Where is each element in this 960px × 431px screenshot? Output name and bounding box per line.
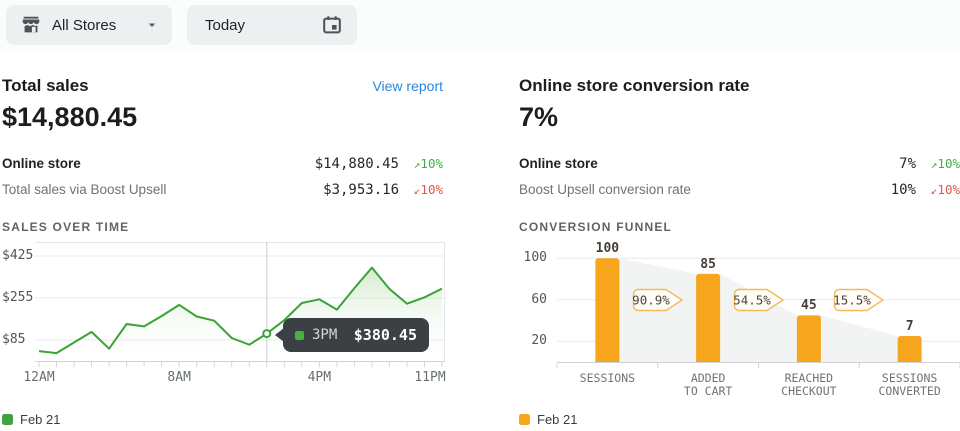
metric-row-online-store: Online store $14,880.45 ↗10% <box>2 156 443 172</box>
metric-value: $14,880.45 <box>314 156 399 172</box>
bar-value-label: 100 <box>595 241 620 257</box>
conversion-rate-tag: 15.5% <box>833 288 885 311</box>
metric-change: ↗10% <box>930 156 960 171</box>
conversion-rate-panel: Online store conversion rate 7% Online s… <box>519 72 960 431</box>
conversion-rate-title: Online store conversion rate <box>519 76 750 95</box>
metric-row-online-store-rate: Online store 7% ↗10% <box>519 156 960 172</box>
metric-change: ↙10% <box>930 182 960 197</box>
x-axis-label: 12AM <box>23 370 55 385</box>
series-swatch <box>295 330 304 340</box>
tooltip-value: $380.45 <box>353 326 417 344</box>
y-axis-label: 100 <box>523 250 547 266</box>
bar-value-label: 7 <box>905 319 914 334</box>
y-axis-label: $85 <box>2 332 26 347</box>
x-axis-label: 8AM <box>167 370 191 385</box>
metric-row-boost-upsell: Total sales via Boost Upsell $3,953.16 ↙… <box>2 182 443 198</box>
metric-row-boost-upsell-rate: Boost Upsell conversion rate 10% ↙10% <box>519 182 960 198</box>
svg-text:54.5%: 54.5% <box>733 292 771 307</box>
metric-change: ↗10% <box>413 156 443 171</box>
view-report-link[interactable]: View report <box>372 78 443 94</box>
legend-swatch-orange <box>519 414 530 425</box>
legend-label: Feb 21 <box>20 412 61 427</box>
sales-legend: Feb 21 <box>2 412 60 427</box>
funnel-bar[interactable] <box>696 273 721 362</box>
x-axis-category-label: SESSIONS <box>579 371 636 385</box>
metric-value: $3,953.16 <box>323 182 399 198</box>
svg-text:15.5%: 15.5% <box>833 292 871 307</box>
metric-label: Online store <box>2 156 81 171</box>
y-axis-label: 60 <box>531 291 547 307</box>
chart-tooltip: 3PM $380.45 <box>283 318 429 352</box>
conversion-funnel-heading: CONVERSION FUNNEL <box>519 220 673 234</box>
calendar-icon <box>323 16 341 34</box>
conversion-rate-big-value: 7% <box>519 102 559 132</box>
funnel-bar[interactable] <box>796 315 821 362</box>
store-selector-label: All Stores <box>52 16 117 34</box>
conversion-rate-tag: 54.5% <box>733 288 784 311</box>
metric-label: Online store <box>519 156 598 171</box>
sales-over-time-heading: SALES OVER TIME <box>2 220 130 234</box>
total-sales-panel: Total sales View report $14,880.45 Onlin… <box>2 72 446 431</box>
topbar: All Stores Today <box>0 0 960 50</box>
x-axis-label: 11PM <box>414 370 446 385</box>
y-axis-label: $255 <box>2 290 34 305</box>
svg-text:90.9%: 90.9% <box>632 292 670 307</box>
metric-change: ↙10% <box>413 182 443 197</box>
date-selector-button[interactable]: Today <box>187 5 357 45</box>
total-sales-title: Total sales <box>2 76 89 95</box>
sales-over-time-chart[interactable]: 3PM $380.45 $85 $255 $425 12AM 8AM 4PM 11PM <box>2 242 446 404</box>
legend-label: Feb 21 <box>537 412 578 427</box>
funnel-chart-svg <box>556 257 960 368</box>
metric-label: Boost Upsell conversion rate <box>519 182 691 197</box>
store-selector-button[interactable]: All Stores <box>6 5 172 45</box>
trend-down-icon: ↙ <box>930 184 938 197</box>
bar-value-label: 85 <box>700 256 716 272</box>
trend-down-icon: ↙ <box>413 184 421 197</box>
metric-label: Total sales via Boost Upsell <box>2 182 167 197</box>
legend-swatch-green <box>2 414 13 425</box>
funnel-legend: Feb 21 <box>519 412 577 427</box>
tooltip-time: 3PM <box>312 327 338 343</box>
y-axis-label: $425 <box>2 248 34 264</box>
hover-point-marker <box>262 329 272 339</box>
conversion-funnel-chart[interactable]: 90.9% 54.5% 15.5% 100 85 45 7 20 60 100 SESSIONS AD… <box>519 241 960 404</box>
funnel-bar[interactable] <box>595 258 620 362</box>
trend-up-icon: ↗ <box>930 158 938 171</box>
store-icon <box>22 16 40 33</box>
y-axis-label: 20 <box>531 333 547 349</box>
metric-value: 7% <box>899 156 916 172</box>
chevron-down-icon <box>148 23 156 27</box>
funnel-bar[interactable] <box>897 336 922 362</box>
bar-value-label: 45 <box>801 298 817 314</box>
x-axis-category-label: ADDED TO CART <box>683 371 733 398</box>
x-axis-label: 4PM <box>307 370 332 385</box>
date-selector-label: Today <box>205 16 246 34</box>
conversion-rate-tag: 90.9% <box>632 288 684 311</box>
metric-value: 10% <box>890 182 916 198</box>
x-axis-category-label: REACHED CHECKOUT <box>781 371 837 398</box>
x-axis-category-label: SESSIONS CONVERTED <box>878 371 941 398</box>
total-sales-big-value: $14,880.45 <box>2 102 138 132</box>
trend-up-icon: ↗ <box>413 158 421 171</box>
